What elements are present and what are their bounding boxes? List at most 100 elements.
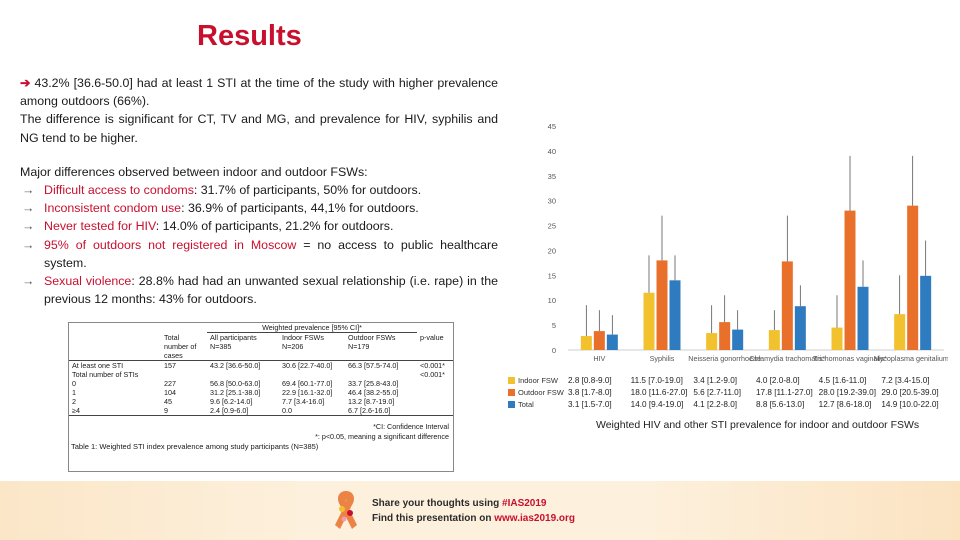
table-header-cell: p-value (420, 332, 444, 342)
legend-item: Total (508, 400, 534, 409)
bar-indoor (643, 292, 655, 350)
table-header-cell: Outdoor FSWs N=179 (348, 333, 396, 351)
y-tick-label: 0 (552, 346, 556, 355)
table-cell: 13.2 [8.7-19.0] (348, 396, 395, 406)
chart-svg: 0 5 10 15 20 25 30 35 40 45 HIV Syphilis Neisseria g… (548, 122, 948, 363)
bar-indoor (831, 327, 843, 350)
table-cell: Total number of STIs (72, 369, 139, 379)
table-cell: 6.7 [2.6-16.0] (345, 405, 417, 416)
table-row: ≥4 9 2.4 [0.9-6.0] 0.0 6.7 [2.6-16.0] (69, 405, 453, 416)
legend-item: Indoor FSW (508, 376, 558, 385)
data-label: 5.6 [2.7-11.0] (693, 388, 741, 397)
difference-detail: : 28.8% had had an unwanted sexual relat… (44, 274, 498, 307)
data-label: 12.7 [8.6-18.0] (818, 400, 872, 409)
y-tick-label: 25 (548, 222, 556, 231)
difference-highlight: Difficult access to condoms (44, 183, 194, 198)
arrow-bullet-icon: → (22, 183, 35, 198)
bar-indoor (894, 314, 906, 350)
bar-indoor (580, 336, 592, 350)
legend-swatch (508, 401, 515, 408)
table-cell: 0.0 (279, 405, 345, 416)
bar-outdoor (593, 331, 605, 350)
sti-prevalence-chart: 0 5 10 15 20 25 30 35 40 45 HIV Syphilis Neisseria g… (508, 110, 948, 440)
table-header-row: Total number of cases All participants N… (69, 332, 453, 361)
sti-index-table: Weighted prevalence [95% CI]* Total numb… (68, 322, 454, 472)
table-cell: 46.4 [38.2-55.0] (348, 387, 399, 397)
legend-swatch (508, 389, 515, 396)
difference-highlight: Never tested for HIV (44, 219, 156, 234)
table-cell: ≥4 (69, 405, 161, 416)
difference-highlight: 95% of outdoors not registered in Moscow (44, 237, 297, 252)
hashtag-link[interactable]: #IAS2019 (502, 498, 547, 509)
data-label: 18.0 [11.6-27.0] (630, 388, 688, 397)
table-cell: 66.3 [57.5-74.0] (348, 360, 399, 370)
bar-outdoor (781, 261, 793, 350)
y-tick-label: 45 (548, 122, 556, 131)
table-cell (417, 379, 453, 388)
data-label: 28.0 [19.2-39.0] (818, 388, 877, 397)
website-link[interactable]: www.ias2019.org (494, 513, 576, 524)
sti-table: Weighted prevalence [95% CI]* Total numb… (69, 323, 453, 416)
table-cell: 9 (161, 405, 207, 416)
table-header-cell: Indoor FSWs N=206 (282, 333, 324, 351)
table-cell: 2 (72, 396, 76, 406)
table-group-header: Weighted prevalence [95% CI]* (207, 323, 417, 333)
data-label: 4.1 [2.2-8.0] (693, 400, 738, 409)
table-cell: <0.001* (420, 360, 445, 370)
bar-total (857, 286, 869, 350)
table-cell: At least one STI (72, 360, 124, 370)
y-tick-label: 30 (548, 197, 556, 206)
data-label: 29.0 [20.5-39.0] (881, 388, 939, 397)
bar-total (920, 275, 932, 350)
table-cell (417, 397, 453, 406)
table-row: Total number of STIs <0.001* (69, 370, 453, 379)
bar-indoor (768, 330, 780, 350)
difference-item: → 95% of outdoors not registered in Mosco… (20, 236, 498, 272)
results-text: ➔ 43.2% [36.6-50.0] had at least 1 STI a… (20, 74, 498, 308)
table-cell (207, 370, 279, 379)
table-cell: 1 (72, 387, 76, 397)
y-tick-label: 20 (548, 246, 556, 255)
table-cell: 69.4 [60.1-77.0] (282, 378, 333, 388)
bar-total (669, 280, 681, 350)
y-tick-label: 35 (548, 172, 556, 181)
legend-swatch (508, 377, 515, 384)
data-label: 3.4 [1.2-9.0] (693, 376, 738, 385)
y-tick-label: 10 (548, 296, 556, 305)
bar-total (794, 306, 806, 350)
bar-total (606, 334, 618, 350)
difference-detail: : 36.9% of participants, 44,1% for outdo… (181, 201, 419, 216)
data-label: 7.2 [3.4-15.0] (881, 376, 930, 385)
arrow-icon: ➔ (20, 76, 31, 90)
table-cell: 31.2 [25.1-38.0] (210, 387, 261, 397)
table-note: *: p<0.05, meaning a significant differe… (315, 431, 449, 441)
table-row: At least one STI 157 43.2 [36.6-50.0] 30.6 … (69, 360, 453, 370)
table-notes: *CI: Confidence Interval *: p<0.05, mean… (69, 422, 453, 442)
table-cell: 0 (72, 378, 76, 388)
arrow-bullet-icon: → (22, 274, 35, 289)
table-header-cell (69, 333, 161, 361)
ias-ribbon-logo-icon (335, 491, 357, 529)
data-label: 3.1 [1.5-7.0] (568, 400, 612, 409)
difference-detail: : 31.7% of participants, 50% for outdoor… (193, 183, 422, 198)
data-label: 14.0 [9.4-19.0] (630, 400, 684, 409)
data-label: 4.0 [2.0-8.0] (756, 376, 800, 385)
table-cell: 22.9 [16.1-32.0] (282, 387, 333, 397)
difference-item: → Never tested for HIV: 14.0% of particip… (20, 217, 498, 235)
difference-item: → Inconsistent condom use: 36.9% of parti… (20, 199, 498, 217)
table-header-cell: Total number of cases (164, 332, 197, 360)
arrow-bullet-icon: → (22, 237, 35, 252)
category-label: Neisseria gonorrhoeae (688, 354, 761, 363)
table-caption: Table 1: Weighted STI index prevalence a… (71, 441, 319, 451)
data-label: 17.8 [11.1-27.0] (756, 388, 813, 397)
conference-footer: Share your thoughts using #IAS2019 Find … (0, 481, 960, 540)
table-cell: 104 (164, 387, 176, 397)
bar-outdoor (719, 322, 731, 350)
chart-caption: Weighted HIV and other STI prevalence fo… (596, 419, 920, 431)
summary-line-2: The difference is significant for CT, TV… (20, 112, 498, 145)
category-label: Trichomonas vaginalis* (813, 354, 887, 363)
data-label: 4.5 [1.6-11.0] (818, 376, 867, 385)
y-tick-label: 15 (548, 271, 556, 280)
legend-label: Total (518, 400, 534, 409)
table-row: 1 104 31.2 [25.1-38.0] 22.9 [16.1-32.0] 46.4… (69, 388, 453, 397)
